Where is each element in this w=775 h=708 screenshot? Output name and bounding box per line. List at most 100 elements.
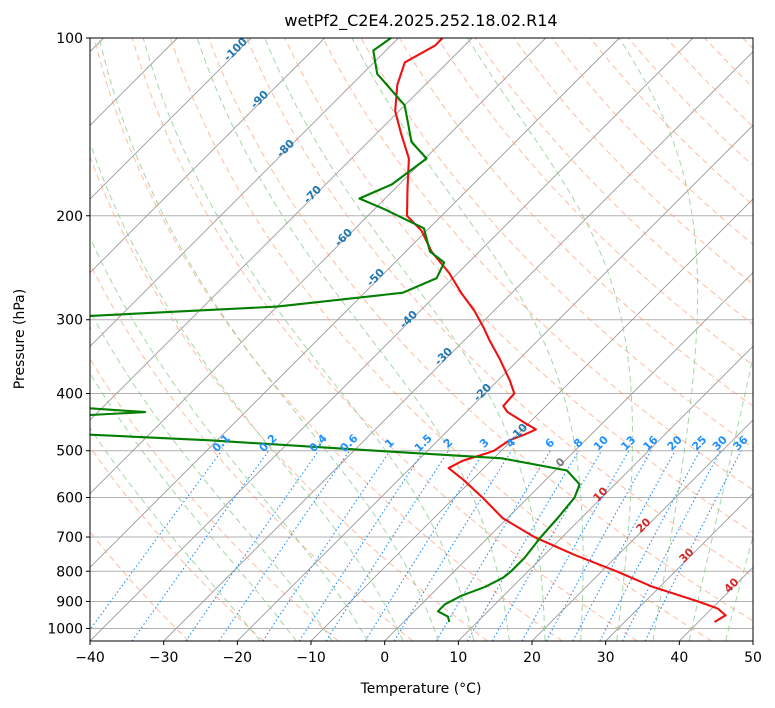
- dry-adiabat-line: [90, 357, 339, 641]
- mixing-ratio-line: [364, 450, 486, 641]
- dry-adiabat-line: [208, 38, 753, 622]
- isotherm-label: -60: [332, 226, 355, 249]
- mixing-ratio-line: [90, 450, 223, 631]
- isotherm-line: [605, 493, 753, 641]
- moist-adiabat-line: [90, 236, 369, 641]
- mixing-ratio-label: 0.6: [338, 432, 361, 455]
- mixing-ratio-label: 3: [477, 436, 492, 451]
- isotherm-label: -80: [274, 137, 297, 160]
- isotherm-line: [90, 38, 252, 200]
- mixing-ratio-line: [131, 450, 270, 641]
- mixing-ratio-label: 30: [710, 433, 730, 453]
- mixing-ratio-line: [644, 450, 742, 641]
- moist-adiabat-line: [351, 38, 584, 641]
- moist-adiabat-line: [98, 38, 439, 641]
- mixing-ratio-line: [599, 450, 701, 641]
- y-tick-label-500: 500: [56, 444, 83, 460]
- y-tick-label-700: 700: [56, 530, 83, 546]
- profiles: [90, 38, 727, 623]
- dry-adiabat-label: 20: [634, 515, 654, 535]
- dry-adiabat-line: [90, 262, 414, 641]
- isotherm-label: -20: [471, 381, 494, 404]
- y-tick-label-300: 300: [56, 313, 83, 329]
- mixing-ratio-label: 6: [543, 436, 558, 451]
- x-tick-label-1: −30: [149, 650, 179, 666]
- isotherm-line: [237, 124, 753, 641]
- mixing-ratio-line: [325, 450, 450, 641]
- isotherm-line: [310, 198, 753, 641]
- mixing-ratio-line: [262, 450, 391, 641]
- y-tick-label-1000: 1000: [47, 621, 83, 637]
- mixing-ratio-line: [545, 450, 652, 641]
- isotherm-line: [90, 38, 325, 274]
- mixing-ratio-line: [298, 450, 425, 641]
- x-tick-label-4: 0: [380, 650, 389, 666]
- isotherm-line: [90, 38, 473, 421]
- mixing-ratio-line: [393, 450, 512, 641]
- moist-adiabat-line: [725, 534, 753, 641]
- moist-adiabat-line: [90, 427, 261, 641]
- mixing-ratio-label: 8: [571, 436, 586, 451]
- y-tick-label-400: 400: [56, 387, 83, 403]
- y-axis-label: Pressure (hPa): [12, 289, 28, 389]
- dry-adiabat-line: [90, 155, 488, 641]
- temperature-profile: [394, 38, 727, 623]
- x-tick-label-5: 10: [449, 650, 467, 666]
- isotherm-line: [90, 38, 620, 568]
- y-tick-label-900: 900: [56, 594, 83, 610]
- mixing-ratio-line: [621, 450, 721, 641]
- mixing-ratio-label: 10: [591, 433, 611, 453]
- mixing-ratio-line: [521, 450, 630, 641]
- isotherm-line: [163, 51, 753, 641]
- moist-adiabat-line: [618, 38, 699, 641]
- y-tick-label-600: 600: [56, 490, 83, 506]
- y-axis-ticks: 100 200 300 400 500 600 700 800 900 1000: [47, 31, 90, 637]
- isotherm-line: [384, 272, 753, 641]
- background-lines: [90, 38, 753, 641]
- dewpoint-profile: [90, 38, 581, 623]
- dry-adiabat-line: [93, 38, 563, 641]
- y-tick-label-200: 200: [56, 209, 83, 225]
- dry-adiabat-label: 30: [677, 545, 697, 565]
- x-tick-label-0: −40: [75, 650, 105, 666]
- moist-adiabat-line: [196, 38, 510, 641]
- y-tick-label-800: 800: [56, 564, 83, 580]
- dry-adiabat-line: [90, 446, 264, 641]
- mixing-ratio-line: [572, 450, 676, 641]
- isotherm-line: [90, 38, 694, 641]
- x-axis-ticks: −40 −30 −20 −10 0 10 20 30 40 50: [75, 641, 762, 666]
- x-tick-label-6: 20: [523, 650, 541, 666]
- isotherm-line: [90, 38, 546, 495]
- chart-title: wetPf2_C2E4.2025.252.18.02.R14: [284, 11, 557, 31]
- mixing-ratio-label: 20: [665, 433, 685, 453]
- dry-adiabat-line: [742, 38, 753, 50]
- dry-adiabat-line: [169, 38, 712, 641]
- mixing-ratio-label: 1.5: [412, 432, 435, 455]
- dry-adiabat-label: 10: [591, 484, 611, 504]
- isotherm-line: [679, 566, 753, 641]
- isotherm-label: -70: [301, 183, 324, 206]
- dry-adiabat-line: [322, 38, 753, 491]
- isotherm-line: [458, 345, 753, 641]
- y-tick-label-100: 100: [56, 31, 83, 47]
- mixing-ratio-line: [185, 450, 320, 641]
- isotherm-label: -40: [397, 308, 420, 331]
- moist-adiabat-line: [90, 310, 333, 641]
- dry-adiabat-line: [475, 38, 753, 325]
- x-tick-label-8: 40: [670, 650, 688, 666]
- isotherm-label: -100: [221, 35, 250, 64]
- isotherm-line: [531, 419, 753, 641]
- x-tick-label-3: −10: [296, 650, 326, 666]
- dry-adiabat-line: [551, 38, 753, 245]
- moist-adiabat-line: [264, 38, 546, 641]
- dry-adiabat-line: [704, 38, 753, 89]
- isotherm-label: -50: [364, 266, 387, 289]
- isotherm-line: [752, 640, 753, 641]
- x-tick-label-9: 50: [744, 650, 762, 666]
- dry-adiabat-line: [513, 38, 753, 285]
- moist-adiabat-line: [142, 38, 475, 641]
- moist-adiabat-line: [688, 354, 753, 641]
- plot-frame: [89, 37, 754, 642]
